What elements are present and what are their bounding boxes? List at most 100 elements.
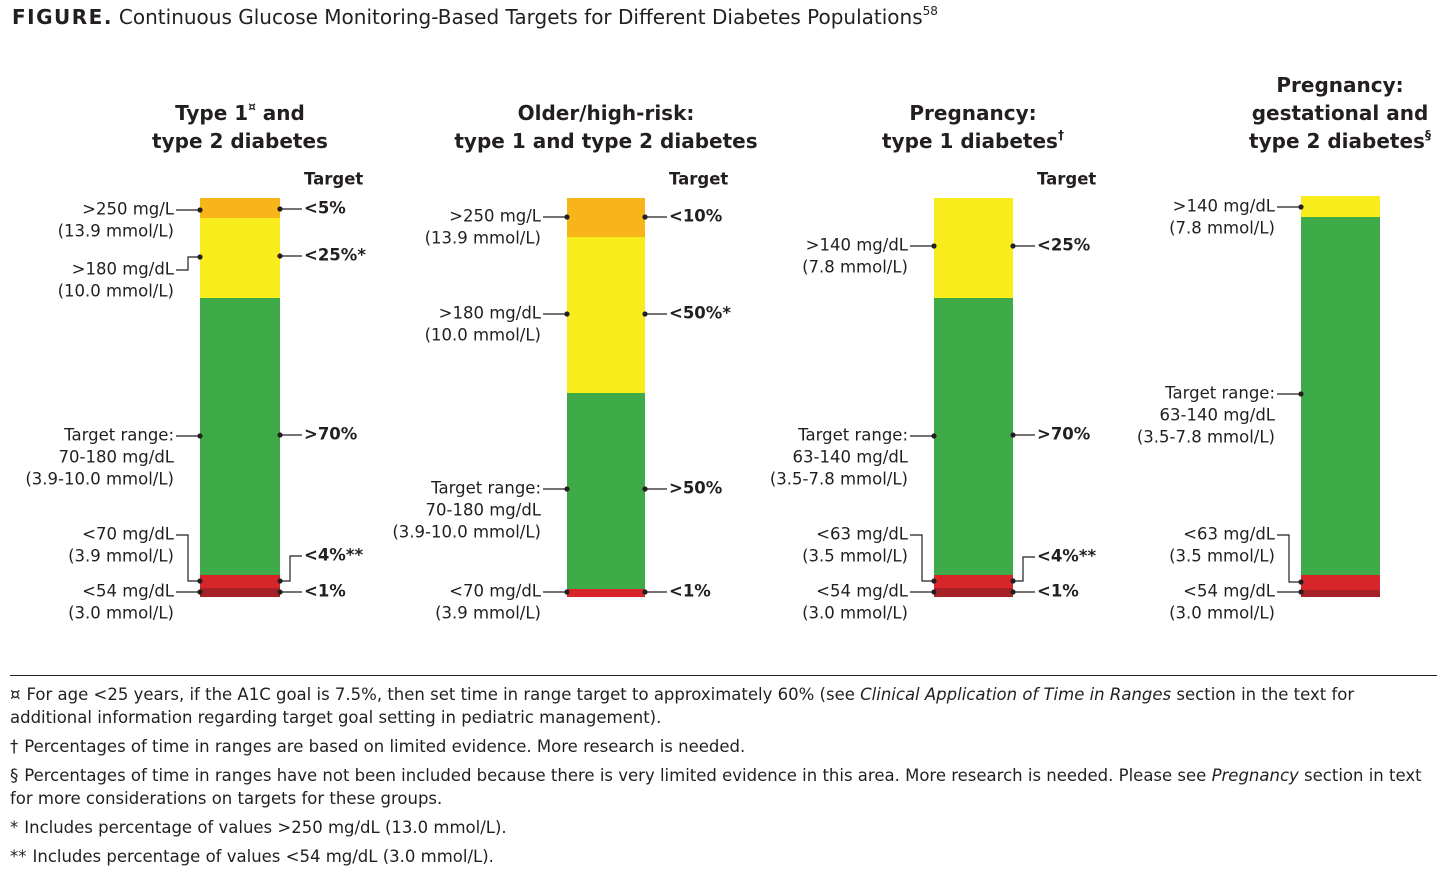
leader-dot: [1298, 204, 1304, 210]
left-label: >180 mg/dL: [72, 260, 175, 279]
left-label: (3.5-7.8 mmol/L): [770, 470, 908, 489]
leader-line: [1277, 534, 1301, 583]
leader-dot: [197, 589, 203, 595]
leader-dot: [277, 578, 283, 584]
target-header: Target: [669, 170, 728, 189]
bar-segment: [1301, 217, 1380, 575]
leader-dot: [931, 589, 937, 595]
footnote-symbol: **: [10, 847, 27, 866]
footnote-symbol: §: [10, 766, 19, 785]
panel-title: Older/high-risk:: [518, 101, 695, 125]
left-label: (13.9 mmol/L): [58, 222, 174, 241]
target-header: Target: [1037, 170, 1096, 189]
panel-title: gestational and: [1252, 101, 1429, 125]
left-label: Target range:: [797, 426, 908, 445]
figure-ref: 58: [923, 4, 938, 18]
bar-segment: [567, 237, 645, 393]
leader-dot: [277, 253, 283, 259]
leader-dot: [277, 589, 283, 595]
panel-title-text: Pregnancy:: [909, 101, 1036, 125]
panel-title-text: type 1 and type 2 diabetes: [454, 129, 757, 153]
footnote-text: Includes percentage of values <54 mg/dL …: [32, 847, 494, 866]
panel-title: type 1 diabetes†: [882, 128, 1064, 153]
footnote-text: Includes percentage of values >250 mg/dL…: [24, 818, 507, 837]
bar-segment: [200, 198, 280, 218]
panel-title: type 1 and type 2 diabetes: [454, 129, 757, 153]
left-label: >250 mg/L: [449, 207, 542, 226]
target-value: <1%: [304, 582, 346, 601]
panel-title: Pregnancy:: [909, 101, 1036, 125]
leader-dot: [642, 589, 648, 595]
left-label: (3.9-10.0 mmol/L): [25, 470, 174, 489]
leader-dot: [197, 433, 203, 439]
bar-segment: [200, 218, 280, 298]
leader-line: [910, 534, 934, 582]
target-value: >70%: [1037, 425, 1091, 444]
left-label: 63-140 mg/dL: [1160, 406, 1276, 425]
left-label: (3.5 mmol/L): [802, 547, 908, 566]
panel-title-sup: †: [1058, 128, 1064, 142]
footnote: ¤ For age <25 years, if the A1C goal is 7…: [10, 683, 1435, 729]
left-label: Target range:: [1164, 384, 1275, 403]
left-label: >250 mg/L: [82, 200, 175, 219]
leader-dot: [642, 214, 648, 220]
bar-segment: [1301, 590, 1380, 597]
target-value: <1%: [1037, 582, 1079, 601]
left-label: >140 mg/dL: [1173, 197, 1276, 216]
left-label: (7.8 mmol/L): [802, 258, 908, 277]
left-label: (3.0 mmol/L): [1169, 604, 1275, 623]
leader-dot: [564, 311, 570, 317]
figure: FIGURE. Continuous Glucose Monitoring-Bas…: [10, 4, 1437, 676]
leader-dot: [642, 311, 648, 317]
left-label: (3.9 mmol/L): [435, 604, 541, 623]
left-label: 70-180 mg/dL: [426, 501, 542, 520]
left-label: Target range:: [430, 479, 541, 498]
panel-title-text: type 1 diabetes: [882, 129, 1058, 153]
leader-dot: [642, 486, 648, 492]
left-label: 70-180 mg/dL: [59, 448, 175, 467]
bar-segment: [934, 575, 1013, 588]
target-value: <25%*: [304, 246, 366, 265]
left-label: <70 mg/dL: [82, 525, 175, 544]
panel-title-text: Type 1: [175, 101, 248, 125]
leader-dot: [277, 432, 283, 438]
leader-dot: [931, 243, 937, 249]
left-label: (7.8 mmol/L): [1169, 219, 1275, 238]
target-value: >50%: [669, 479, 723, 498]
panel-title-text: gestational and: [1252, 101, 1429, 125]
leader-dot: [197, 578, 203, 584]
bar-segment: [567, 393, 645, 589]
panel-title: Pregnancy:: [1276, 73, 1403, 97]
target-value: <4%**: [304, 546, 363, 565]
bar-segment: [200, 575, 280, 588]
footnote-text: section in text for more considerations …: [10, 766, 1422, 808]
leader-line: [176, 534, 200, 582]
left-label: (3.9 mmol/L): [68, 547, 174, 566]
left-label: <70 mg/dL: [449, 582, 542, 601]
left-label: <54 mg/dL: [816, 582, 909, 601]
footnote-symbol: †: [10, 737, 19, 756]
panel-title-text: Pregnancy:: [1276, 73, 1403, 97]
footnote-text: Clinical Application of Time in Ranges: [860, 685, 1172, 704]
left-label: >140 mg/dL: [806, 236, 909, 255]
target-value: <50%*: [669, 304, 731, 323]
target-value: >70%: [304, 425, 358, 444]
bar-segment: [200, 298, 280, 575]
leader-dot: [197, 254, 203, 260]
panel-title-text: type 2 diabetes: [1249, 129, 1425, 153]
target-header: Target: [304, 170, 363, 189]
leader-dot: [564, 486, 570, 492]
panel-title: type 2 diabetes: [152, 129, 328, 153]
footnote: † Percentages of time in ranges are based…: [10, 735, 1435, 758]
figure-title: FIGURE. Continuous Glucose Monitoring-Bas…: [12, 4, 938, 29]
footnote-text: Percentages of time in ranges have not b…: [24, 766, 1212, 785]
leader-dot: [197, 207, 203, 213]
leader-dot: [1010, 578, 1016, 584]
panel-title-sup: ¤: [248, 100, 256, 114]
leader-dot: [1298, 579, 1304, 585]
footnote: ** Includes percentage of values <54 mg/d…: [10, 845, 1435, 868]
bar-segment: [567, 198, 645, 237]
leader-dot: [1298, 391, 1304, 397]
left-label: >180 mg/dL: [439, 304, 542, 323]
